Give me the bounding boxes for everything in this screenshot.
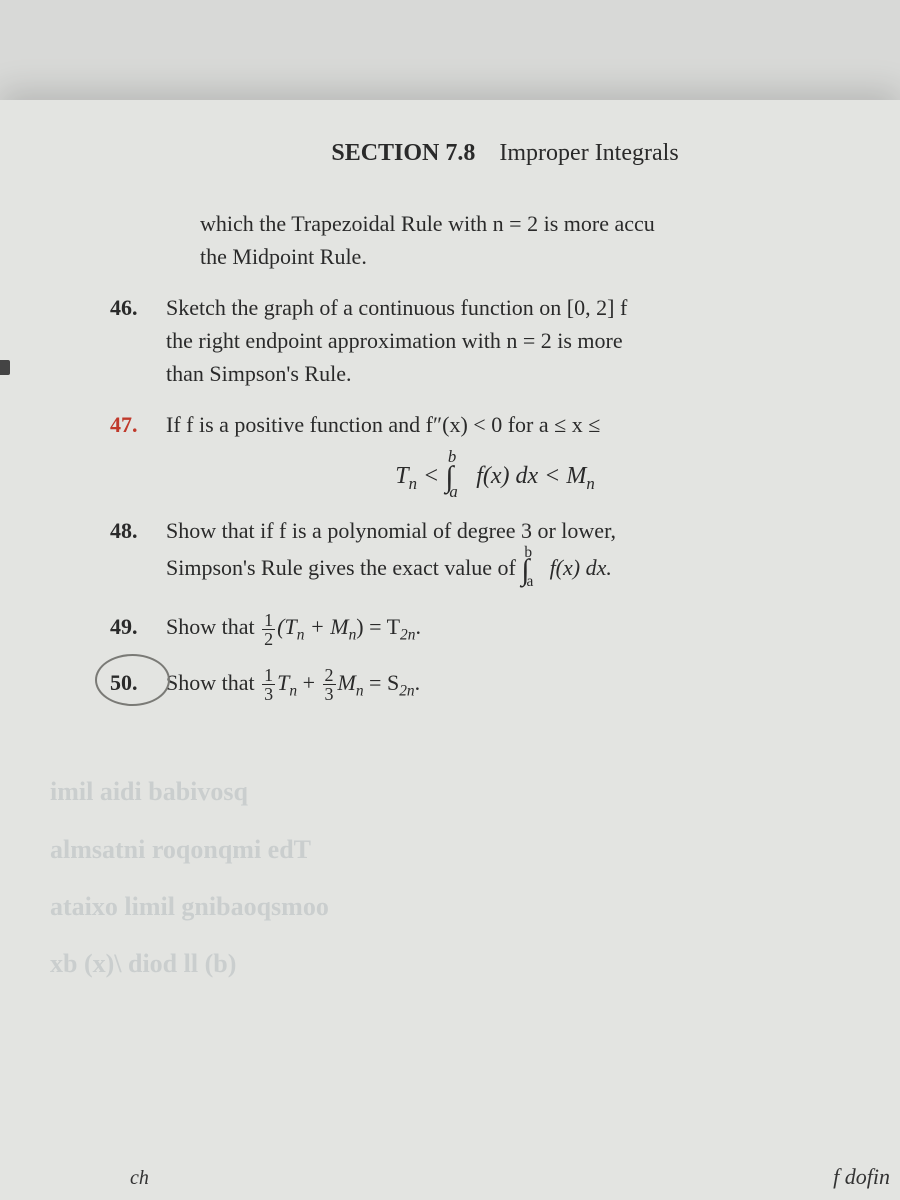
formula-sub: n xyxy=(409,474,417,493)
problem-48: 48. Show that if f is a polynomial of deg… xyxy=(10,514,880,592)
ghost-line: imil aidi babivosq xyxy=(50,763,880,820)
int-upper: b xyxy=(448,447,456,466)
problem-continuation: which the Trapezoidal Rule with n = 2 is… xyxy=(10,207,880,273)
section-header: SECTION 7.8 Improper Integrals xyxy=(130,140,880,167)
page-tab-marker xyxy=(0,360,10,375)
ghost-line: ataixo limil gnibaoqsmoo xyxy=(50,878,880,935)
fraction-half: 12 xyxy=(262,611,275,648)
int-upper: b xyxy=(524,544,532,561)
problem-50: 50.Show that 13Tn + 23Mn = S2n. xyxy=(10,666,880,703)
formula-T: T xyxy=(395,463,408,489)
problem-number: 50. xyxy=(110,666,158,699)
problem-number: 49. xyxy=(110,610,158,643)
textbook-page: SECTION 7.8 Improper Integrals which the… xyxy=(0,100,900,1200)
bleed-through-text: imil aidi babivosq almsatni roqonqmi edT… xyxy=(10,763,880,992)
section-number: SECTION 7.8 xyxy=(331,140,475,166)
section-title: Improper Integrals xyxy=(499,140,678,166)
bottom-fragment-right: f dofin xyxy=(833,1164,890,1190)
p47-line1: If f is a positive function and f″(x) < … xyxy=(166,412,600,437)
fraction-third: 13 xyxy=(262,666,275,703)
formula-lt: < xyxy=(417,463,445,489)
fraction-two-thirds: 23 xyxy=(323,666,336,703)
problem-number: 48. xyxy=(110,514,158,547)
ghost-line: xb (x)\ diod ll (b) xyxy=(50,935,880,992)
p46-line3: than Simpson's Rule. xyxy=(166,361,351,386)
problem-number: 46. xyxy=(110,291,158,324)
p47-formula: Tn < ∫ab f(x) dx < Mn xyxy=(110,459,880,494)
formula-sub2: n xyxy=(586,474,594,493)
cont-line2: the Midpoint Rule. xyxy=(200,244,367,269)
int-lower: a xyxy=(449,482,457,501)
p48-line1: Show that if f is a polynomial of degree… xyxy=(166,518,616,543)
ghost-line: almsatni roqonqmi edT xyxy=(50,821,880,878)
int-lower: a xyxy=(527,573,534,590)
problem-number: 47. xyxy=(110,408,158,441)
p46-line2: the right endpoint approximation with n … xyxy=(166,328,623,353)
formula-integrand: f(x) dx < M xyxy=(470,463,586,489)
problem-46: 46. Sketch the graph of a continuous func… xyxy=(10,291,880,390)
p49-text: Show that xyxy=(166,614,260,639)
problem-47: 47. If f is a positive function and f″(x)… xyxy=(10,408,880,441)
p46-line1: Sketch the graph of a continuous functio… xyxy=(166,295,627,320)
bottom-fragment-left: ch xyxy=(130,1167,149,1190)
p48-line2: Simpson's Rule gives the exact value of … xyxy=(166,555,612,580)
p50-text: Show that xyxy=(166,670,260,695)
cont-line1: which the Trapezoidal Rule with n = 2 is… xyxy=(200,211,655,236)
problem-49: 49.Show that 12(Tn + Mn) = T2n. xyxy=(10,610,880,647)
